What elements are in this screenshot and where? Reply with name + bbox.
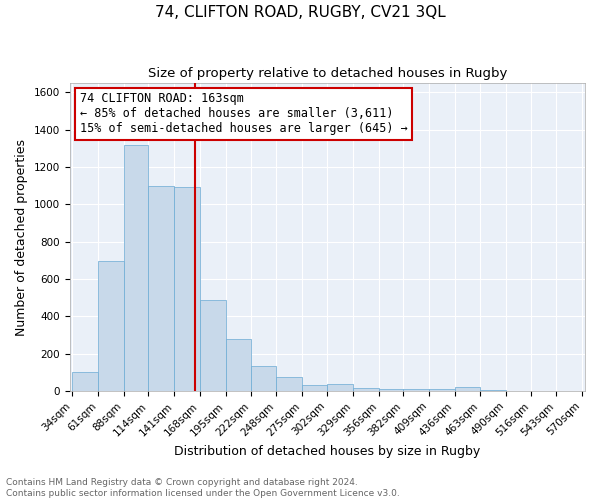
Text: 74 CLIFTON ROAD: 163sqm
← 85% of detached houses are smaller (3,611)
15% of semi: 74 CLIFTON ROAD: 163sqm ← 85% of detache… bbox=[80, 92, 407, 136]
Text: 74, CLIFTON ROAD, RUGBY, CV21 3QL: 74, CLIFTON ROAD, RUGBY, CV21 3QL bbox=[155, 5, 445, 20]
Bar bbox=[98, 262, 124, 391]
Bar bbox=[327, 384, 353, 391]
Bar bbox=[455, 387, 481, 391]
Y-axis label: Number of detached properties: Number of detached properties bbox=[15, 138, 28, 336]
Bar bbox=[124, 144, 148, 391]
Bar bbox=[481, 390, 506, 391]
Text: Contains HM Land Registry data © Crown copyright and database right 2024.
Contai: Contains HM Land Registry data © Crown c… bbox=[6, 478, 400, 498]
Bar bbox=[251, 366, 276, 391]
Bar bbox=[200, 300, 226, 391]
Bar bbox=[429, 389, 455, 391]
Bar bbox=[226, 338, 251, 391]
Bar bbox=[403, 389, 429, 391]
Bar bbox=[73, 372, 98, 391]
Bar bbox=[379, 389, 403, 391]
Bar bbox=[353, 388, 379, 391]
Title: Size of property relative to detached houses in Rugby: Size of property relative to detached ho… bbox=[148, 68, 507, 80]
Bar bbox=[302, 386, 327, 391]
Bar bbox=[148, 186, 174, 391]
Bar bbox=[174, 186, 200, 391]
Bar bbox=[276, 377, 302, 391]
X-axis label: Distribution of detached houses by size in Rugby: Distribution of detached houses by size … bbox=[174, 444, 481, 458]
